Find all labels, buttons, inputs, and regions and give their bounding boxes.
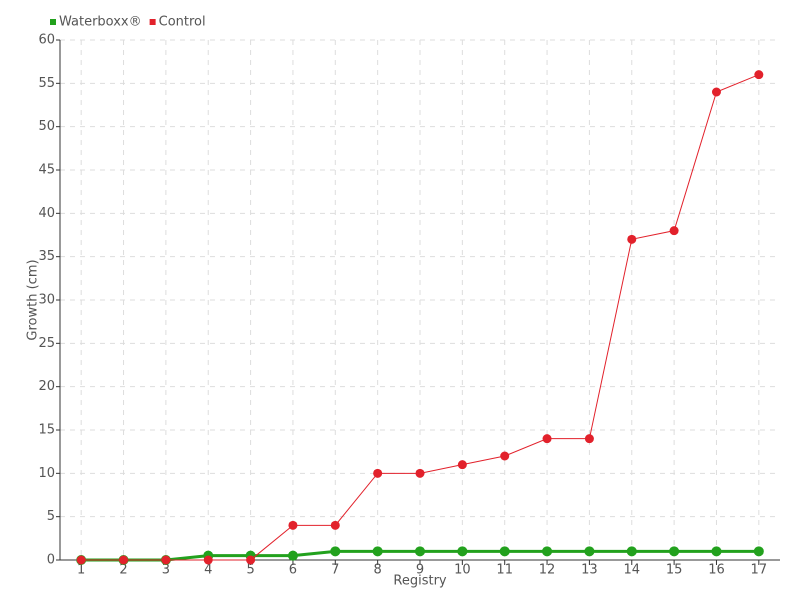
y-tick-label: 30 — [38, 293, 55, 308]
data-point — [373, 468, 383, 478]
y-tick-label: 35 — [38, 249, 55, 264]
y-tick-label: 15 — [38, 423, 55, 438]
data-point — [287, 550, 298, 561]
data-point — [161, 555, 171, 565]
y-tick-label: 5 — [47, 509, 55, 524]
y-tick-label: 25 — [38, 336, 55, 351]
y-tick-label: 20 — [38, 379, 55, 394]
y-tick-label: 0 — [47, 553, 55, 568]
data-point — [669, 546, 680, 557]
data-point — [246, 555, 256, 565]
x-axis-label: Registry — [393, 574, 447, 589]
y-tick-label: 55 — [38, 76, 55, 91]
legend-label: Control — [159, 15, 206, 30]
data-point — [372, 546, 383, 557]
data-point — [753, 546, 764, 557]
x-tick-label: 9 — [416, 563, 424, 578]
y-tick-label: 10 — [38, 466, 55, 481]
data-point — [415, 546, 425, 557]
data-point — [626, 546, 637, 557]
x-tick-label: 11 — [496, 563, 513, 578]
legend-label: Waterboxx® — [59, 15, 142, 30]
data-point — [203, 555, 213, 565]
y-tick-label: 60 — [38, 33, 55, 48]
x-tick-label: 16 — [708, 563, 725, 578]
x-tick-label: 3 — [162, 563, 170, 578]
data-point — [711, 546, 722, 557]
x-tick-label: 14 — [623, 563, 640, 578]
legend-swatch — [149, 19, 156, 25]
x-tick-label: 4 — [204, 563, 212, 578]
data-point — [669, 226, 679, 236]
y-axis-label: Growth (cm) — [26, 259, 41, 340]
data-point — [500, 451, 510, 461]
x-tick-label: 1 — [77, 563, 85, 578]
data-point — [330, 546, 341, 557]
data-point — [627, 234, 637, 244]
x-tick-label: 5 — [246, 563, 254, 578]
series-line — [81, 74, 760, 561]
data-point — [584, 434, 594, 444]
data-point — [584, 546, 595, 557]
x-tick-label: 17 — [751, 563, 768, 578]
data-point — [330, 520, 340, 530]
x-tick-label: 2 — [119, 563, 127, 578]
data-point — [754, 70, 764, 80]
data-point — [457, 546, 468, 557]
data-point — [711, 87, 721, 97]
data-point — [542, 546, 553, 557]
x-tick-label: 13 — [581, 563, 598, 578]
y-tick-label: 50 — [38, 119, 55, 134]
x-tick-label: 6 — [289, 563, 297, 578]
x-tick-label: 15 — [666, 563, 683, 578]
legend-swatch — [50, 19, 56, 25]
x-tick-label: 10 — [454, 563, 471, 578]
data-point — [499, 546, 510, 557]
data-point — [76, 555, 86, 565]
x-tick-label: 12 — [539, 563, 556, 578]
data-point — [288, 520, 298, 530]
x-tick-label: 7 — [331, 563, 339, 578]
data-point — [119, 555, 129, 565]
x-tick-label: 8 — [374, 563, 382, 578]
data-point — [542, 434, 552, 444]
data-point — [415, 468, 425, 478]
data-point — [457, 460, 467, 470]
y-tick-label: 45 — [38, 163, 55, 178]
y-tick-label: 40 — [38, 206, 55, 221]
